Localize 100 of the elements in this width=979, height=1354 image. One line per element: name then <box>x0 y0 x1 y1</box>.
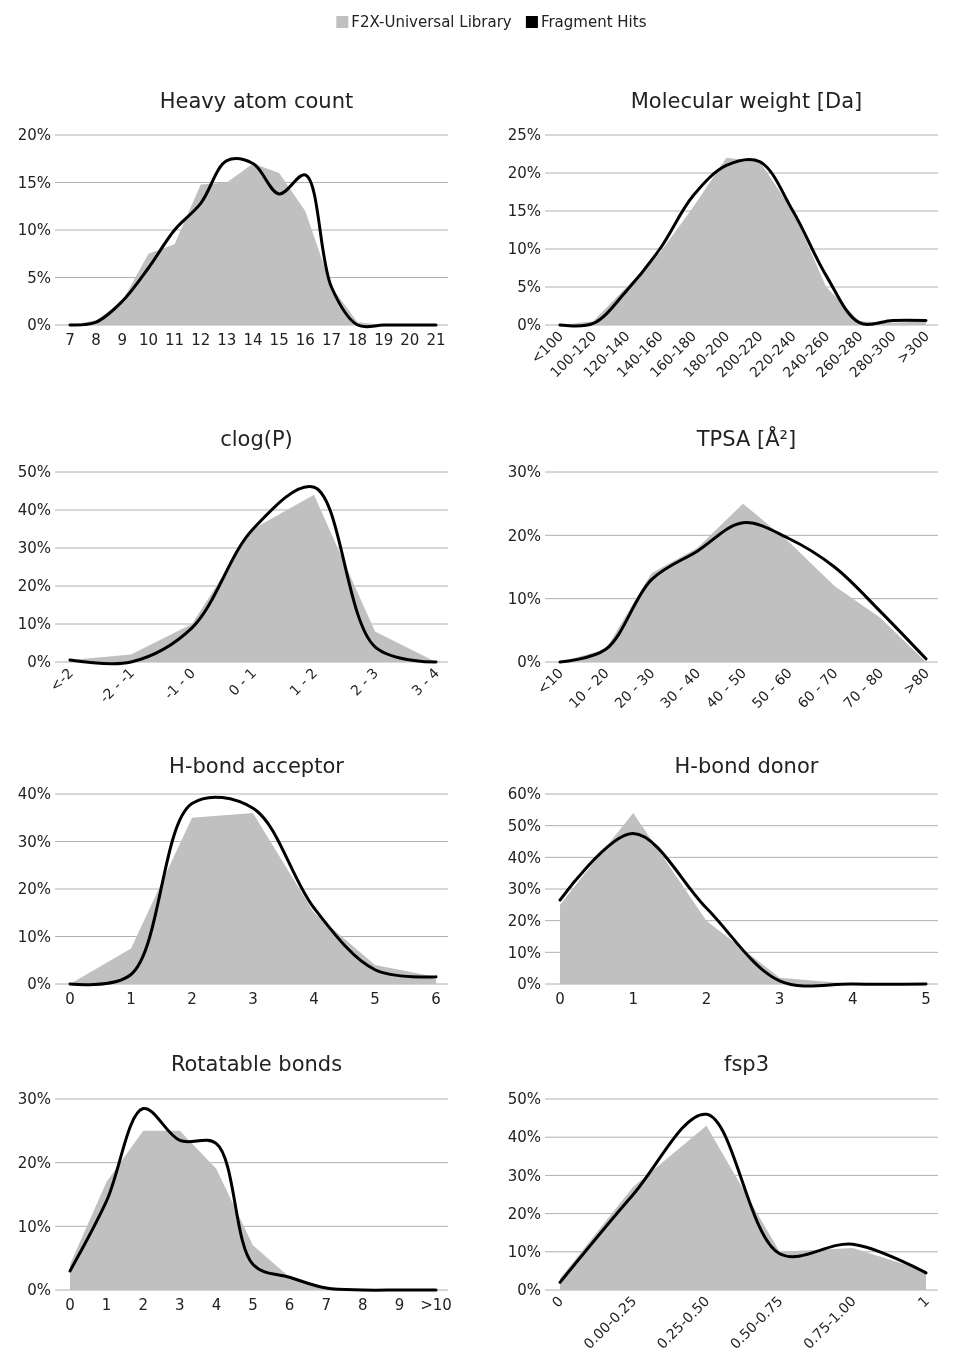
x-tick-label: 14 <box>243 331 263 349</box>
y-tick-label: 10% <box>17 927 51 946</box>
x-tick-label: 7 <box>321 1296 331 1314</box>
x-tick-label: 0 <box>548 1292 567 1311</box>
x-tick-label: 3 <box>175 1296 185 1314</box>
chart-title: Rotatable bonds <box>170 1052 343 1076</box>
x-tick-label: 8 <box>91 331 101 349</box>
x-tick-label: 8 <box>358 1296 368 1314</box>
x-tick-label: 20 - 30 <box>611 664 658 712</box>
y-tick-label: 50% <box>17 463 51 482</box>
y-tick-label: 0% <box>517 975 541 994</box>
x-tick-label: 11 <box>165 331 185 349</box>
y-tick-label: 40% <box>17 501 51 520</box>
y-tick-label: 5% <box>517 278 541 297</box>
x-tick-label: 2 - 3 <box>347 664 382 699</box>
x-tick-label: 16 <box>295 331 315 349</box>
x-tick-label: 0 - 1 <box>225 664 260 699</box>
x-tick-label: 9 <box>394 1296 405 1314</box>
x-tick-label: 13 <box>217 331 237 349</box>
x-tick-label: 17 <box>321 331 341 349</box>
chart-title: Heavy atom count <box>159 89 354 113</box>
y-tick-label: 10% <box>507 1243 541 1262</box>
y-tick-label: 50% <box>507 1090 541 1109</box>
x-tick-label: 19 <box>374 331 394 349</box>
x-tick-label: 1 <box>126 990 136 1008</box>
y-tick-label: 0% <box>27 975 51 994</box>
x-tick-label: 50 - 60 <box>748 664 795 712</box>
y-tick-label: 40% <box>17 785 51 804</box>
chart-title: TPSA [Å²] <box>695 425 797 451</box>
y-tick-label: 0% <box>517 316 541 335</box>
y-tick-label: 40% <box>507 1128 541 1147</box>
x-tick-label: 4 <box>309 990 319 1008</box>
y-tick-label: 30% <box>17 832 51 851</box>
x-tick-label: 1 <box>628 990 638 1008</box>
x-tick-label: 7 <box>65 331 75 349</box>
y-tick-label: 10% <box>17 615 51 634</box>
chart-title: clog(P) <box>220 427 293 451</box>
y-tick-label: 0% <box>27 316 51 335</box>
x-tick-label: -2 - -1 <box>96 664 138 706</box>
x-tick-label: 21 <box>426 331 446 349</box>
y-tick-label: 10% <box>17 221 51 240</box>
y-tick-label: 0% <box>517 1281 541 1300</box>
x-tick-label: 6 <box>431 990 441 1008</box>
x-tick-label: 12 <box>191 331 211 349</box>
y-tick-label: 30% <box>507 880 541 899</box>
x-tick-label: 1 <box>914 1292 933 1311</box>
x-tick-label: 10 <box>138 331 158 349</box>
x-tick-label: 10 - 20 <box>565 664 612 712</box>
y-tick-label: 40% <box>507 848 541 867</box>
y-tick-label: 20% <box>507 526 541 545</box>
x-tick-label: 70 - 80 <box>839 664 887 712</box>
x-tick-label: 6 <box>284 1296 295 1314</box>
x-tick-label: 4 <box>848 990 858 1008</box>
x-tick-label: 0 <box>65 1296 75 1314</box>
x-tick-label: 18 <box>348 331 368 349</box>
y-tick-label: 10% <box>17 1217 51 1236</box>
x-tick-label: 4 <box>211 1296 222 1314</box>
y-tick-label: 20% <box>17 880 51 899</box>
y-tick-label: 0% <box>517 653 541 672</box>
x-tick-label: 0 <box>65 990 75 1008</box>
y-tick-label: 50% <box>507 816 541 835</box>
x-tick-label: 30 - 40 <box>656 664 704 712</box>
x-tick-label: 2 <box>138 1296 148 1314</box>
y-tick-label: 25% <box>507 126 541 145</box>
x-tick-label: 2 <box>187 990 197 1008</box>
chart-title: H-bond acceptor <box>169 754 345 778</box>
x-tick-label: 20 <box>400 331 420 349</box>
y-tick-label: 10% <box>507 589 541 608</box>
chart-title: fsp3 <box>723 1052 770 1076</box>
legend-label: Fragment Hits <box>540 13 647 32</box>
y-tick-label: 10% <box>507 943 541 962</box>
y-tick-label: 30% <box>17 1090 51 1109</box>
x-tick-label: 3 <box>774 990 785 1008</box>
y-tick-label: 10% <box>507 240 541 259</box>
y-tick-label: 20% <box>507 164 541 183</box>
x-tick-label: 15 <box>269 331 289 349</box>
chart-title: H-bond donor <box>674 754 819 778</box>
y-tick-label: 5% <box>27 268 51 287</box>
y-tick-label: 30% <box>507 463 541 482</box>
y-tick-label: 30% <box>17 539 51 558</box>
x-tick-label: 1 <box>101 1296 112 1314</box>
x-tick-label: 3 - 4 <box>408 664 443 699</box>
y-tick-label: 20% <box>507 911 541 930</box>
x-tick-label: 3 <box>248 990 258 1008</box>
x-tick-label: 1 - 2 <box>286 664 321 699</box>
y-tick-label: 20% <box>17 577 51 596</box>
x-tick-label: 2 <box>701 990 712 1008</box>
legend-label: F2X-Universal Library <box>351 13 512 32</box>
x-tick-label: 5 <box>921 990 931 1008</box>
x-tick-label: >10 <box>420 1296 452 1314</box>
y-tick-label: 20% <box>17 1153 51 1172</box>
x-tick-label: 60 - 70 <box>794 664 841 712</box>
y-tick-label: 0% <box>27 653 51 672</box>
y-tick-label: 15% <box>507 202 541 221</box>
x-tick-label: 9 <box>117 331 128 349</box>
y-tick-label: 15% <box>17 173 51 192</box>
x-tick-label: 5 <box>370 990 380 1008</box>
chart-title: Molecular weight [Da] <box>630 89 863 113</box>
y-tick-label: 20% <box>17 126 51 145</box>
y-tick-label: 20% <box>507 1204 541 1223</box>
